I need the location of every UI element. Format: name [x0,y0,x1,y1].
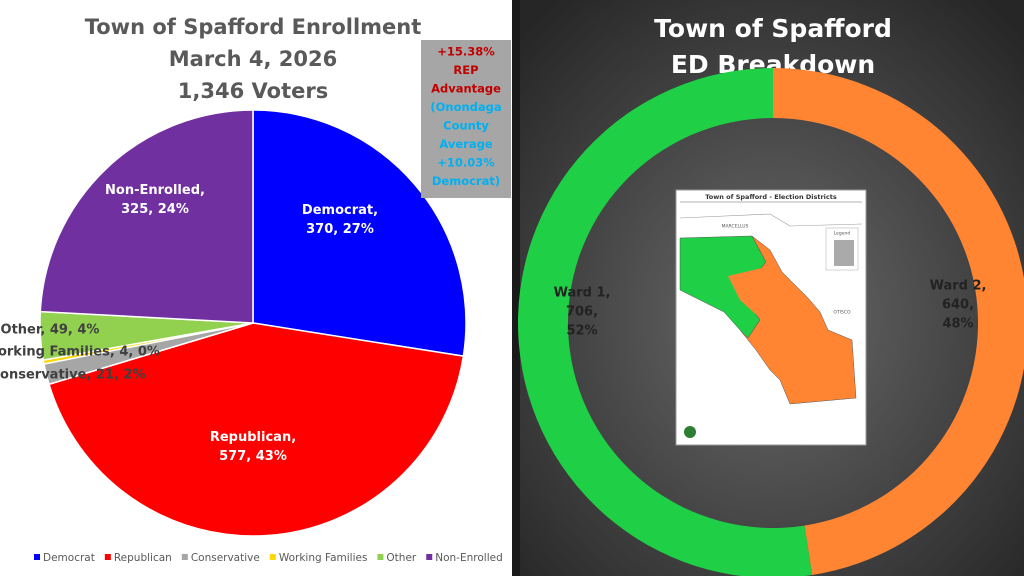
annotation-text: Average [439,137,492,151]
data-label: 325, 24% [121,202,189,217]
divider [512,0,520,576]
data-label: 52% [566,324,597,339]
annotation-text: County [443,119,489,133]
legend-label: Republican [114,552,172,564]
data-label: 640, [942,298,974,313]
legend-swatch [269,554,276,560]
data-label: 370, 27% [306,222,374,237]
legend-label: Non-Enrolled [435,552,502,564]
donut-segment [773,68,1024,575]
legend-swatch [34,554,40,560]
legend-swatch [377,554,384,560]
pie-slice [252,109,467,358]
legend-label: Conservative [191,552,260,564]
ward-2-area [728,268,820,336]
data-label: Ward 2, [930,279,987,294]
map-title: Town of Spafford - Election Districts [705,193,837,201]
map-label: MARCELLUS [722,224,749,230]
annotation-text: Advantage [431,82,501,96]
data-label: Working Families, 4, 0% [0,345,160,360]
data-label: Conservative, 21, 2% [0,368,146,383]
chart-title: 1,346 Voters [178,79,328,103]
annotation-text: REP [453,63,478,77]
data-label: Republican, [210,430,296,445]
data-label: Democrat, [302,203,378,218]
annotation-text: +10.03% [437,156,495,170]
annotation-text: +15.38% [437,45,495,59]
pie-slice [39,109,254,324]
data-label: Ward 1, [554,286,611,301]
chart-title: Town of Spafford [654,14,892,43]
legend-swatch [104,554,111,560]
legend-swatch [181,554,188,560]
chart-title: March 4, 2026 [169,47,337,71]
legend-label: Other [386,552,416,564]
legend-label: Working Families [279,552,368,564]
map-label: OTISCO [833,310,851,316]
map-seal [684,426,696,438]
data-label: 48% [942,317,973,332]
annotation-box [421,40,511,198]
data-label: 706, [566,305,598,320]
annotation-text: (Onondaga [430,100,501,114]
legend-label: Democrat [43,552,95,564]
annotation-text: Democrat) [432,174,500,188]
map-label: Legend [834,231,851,237]
chart-title: Town of Spafford Enrollment [85,15,422,39]
slices [518,68,1024,576]
data-label: 577, 43% [219,449,287,464]
locator-map [834,240,854,266]
map-border [679,213,863,227]
pie-slice [48,322,465,537]
map-inset: Town of Spafford - Election Districts MAR… [675,189,867,446]
data-label: Non-Enrolled, [105,183,205,198]
data-label: Other, 49, 4% [1,323,100,338]
donut-segment [518,68,813,576]
slices [39,109,467,537]
legend-swatch [426,554,433,560]
